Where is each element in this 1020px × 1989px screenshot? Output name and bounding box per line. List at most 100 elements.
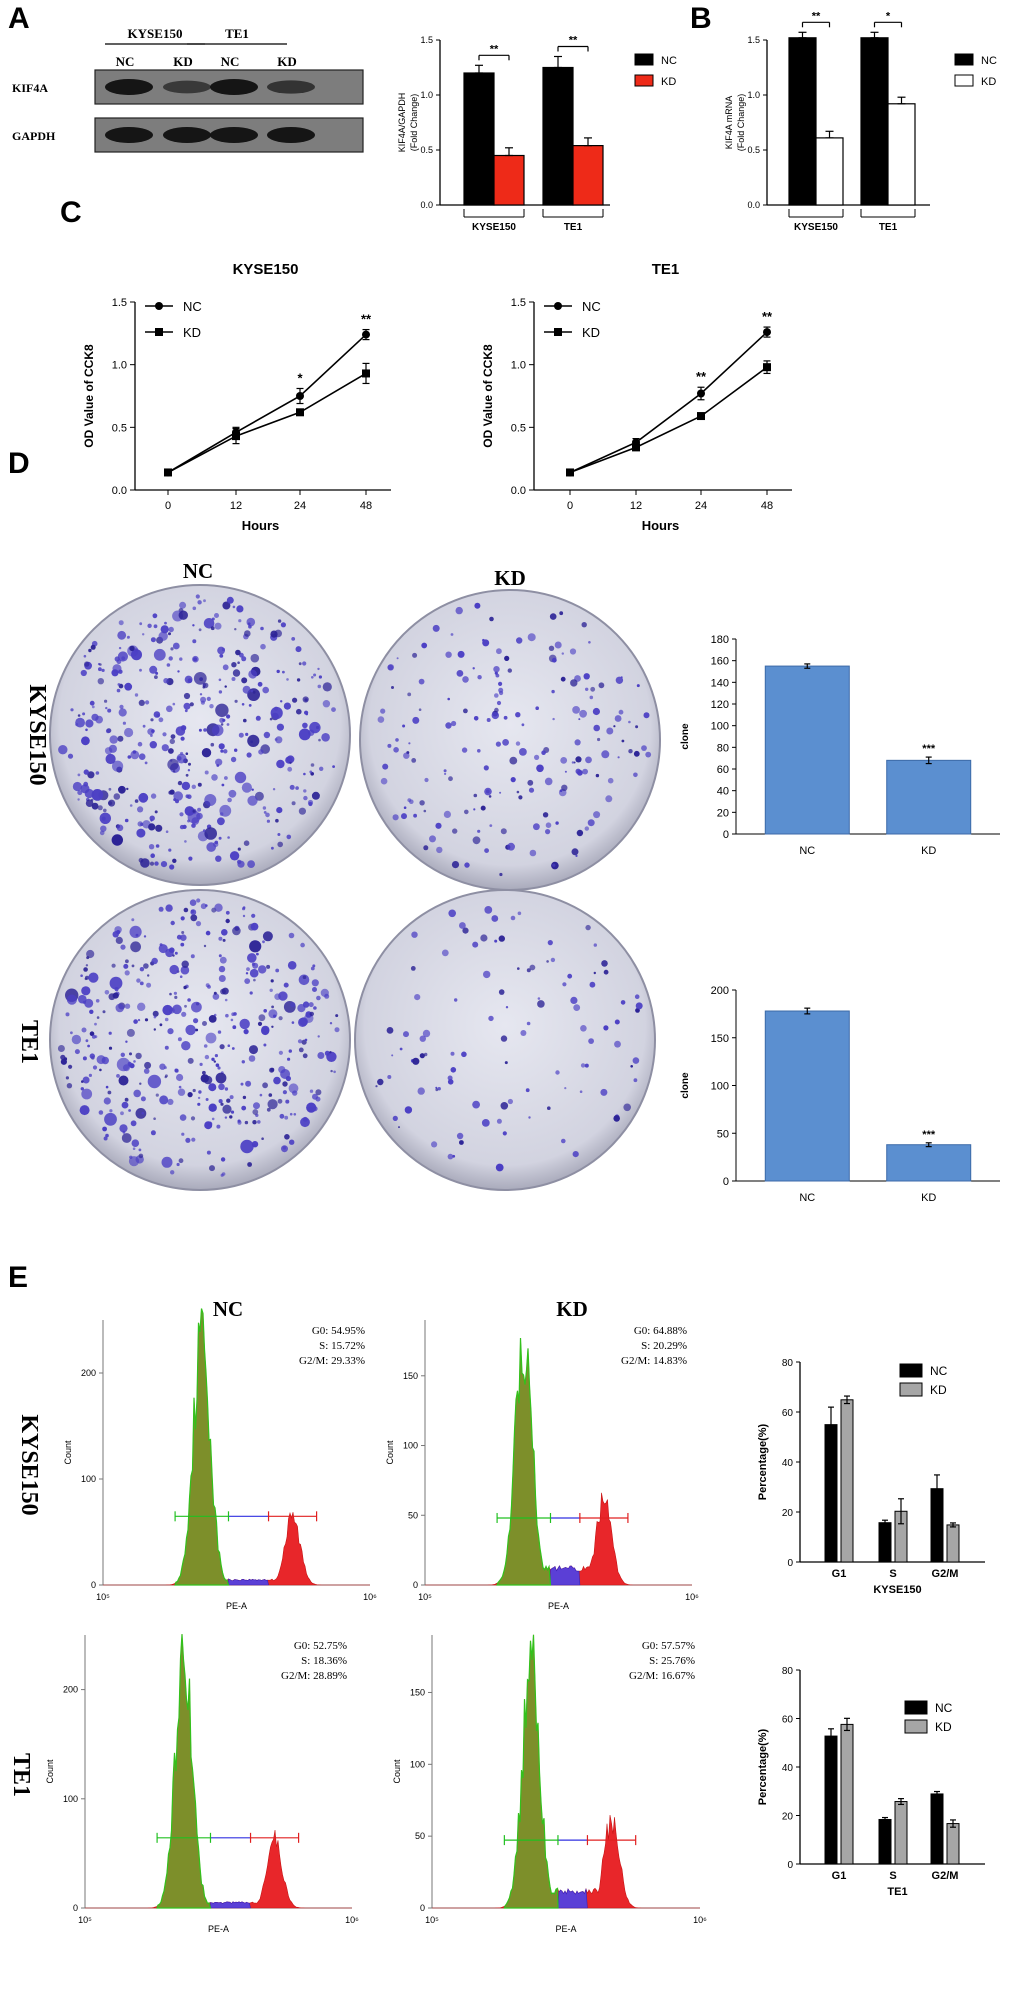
colony [120,944,126,950]
colony [572,1151,579,1158]
colony [131,1139,140,1147]
colony [170,647,174,651]
colony [158,631,168,641]
colony [115,936,123,945]
colony [443,810,451,819]
series-line-kd [167,372,367,474]
colony [534,754,540,761]
phase-g0-label: G0: 64.88% [634,1325,687,1337]
colony [92,1065,98,1070]
colony [96,1055,106,1065]
blot-row-label-kif4a: KIF4A [12,81,48,95]
colony [75,717,85,728]
y-tick-label: 0 [787,1558,793,1569]
error-bar [897,96,906,105]
colony [195,594,200,599]
colony [187,819,191,823]
phase-g0-label: G0: 54.95% [312,1325,365,1337]
colony [178,1085,182,1089]
colony [181,1132,185,1136]
error-bar [870,31,879,39]
colony [202,682,209,689]
colony [182,824,187,830]
colony [300,942,305,948]
colony [280,1069,291,1079]
legend-swatch-nc [954,53,974,66]
colony [561,1138,566,1144]
histogram-g1-phase [174,1308,230,1586]
colony [579,1090,583,1093]
colony [147,1074,162,1089]
colony [203,1044,208,1048]
colony [255,715,261,721]
colony [107,708,112,713]
colony [429,835,436,843]
colony [87,1044,90,1048]
colony [273,1076,281,1085]
colony [614,715,622,722]
colony [459,922,466,929]
colony [393,747,399,753]
group-bracket: KYSE150 [463,209,525,233]
group-bracket: TE1 [860,209,916,233]
colony [278,1050,283,1055]
colony [218,965,226,973]
y-tick-label: 150 [410,1687,425,1697]
colony [408,742,411,745]
colony [187,769,191,772]
colony [80,974,83,977]
colony [241,1060,245,1064]
legend-swatch-nc [899,1363,923,1378]
colony [137,1018,141,1022]
colony [274,738,278,741]
colony [142,633,145,636]
colony [204,1121,213,1130]
colony [231,662,237,668]
colony [499,791,502,794]
colony [89,1009,94,1014]
chart-e-cell-cycle-te1: 0 20 40 60 80 Percentage(%) TE1 G1 S G2/M NC KD [757,1666,985,1898]
colony [218,975,226,982]
colony [176,1073,184,1082]
colony [404,1106,413,1114]
error-bar [898,1498,904,1525]
colony [447,697,451,701]
colony [515,741,521,746]
colony [229,1115,233,1119]
colony [583,673,590,680]
histogram-s-phase [550,1565,581,1586]
colony [247,953,257,963]
colony [205,1098,209,1101]
colony [472,1100,480,1109]
y-axis-label: (Fold Change) [736,94,746,152]
colony [595,773,600,778]
colony [158,944,168,954]
colony [190,954,195,959]
y-tick-label: 0.5 [420,145,433,155]
colony [245,732,249,737]
colony [237,859,242,865]
colony [505,1006,509,1009]
colony [126,1028,135,1037]
colony [130,1120,137,1127]
colony [179,975,183,978]
colony [208,1103,217,1112]
colony [403,1031,409,1038]
x-tick-label: 12 [630,500,642,512]
colony [173,991,177,995]
colony [437,1087,441,1091]
y-axis-label: Count [385,1440,395,1465]
phase-g0-label: G0: 52.75% [294,1640,347,1652]
colony [154,861,159,866]
colony [197,807,202,812]
y-tick-label: 50 [408,1510,418,1520]
y-tick-label: 150 [403,1371,418,1381]
colony [198,628,202,632]
flow-histogram: 0 100 200 Count 10⁵ 10⁶ PE-A G0: 54.95% S: 15.72… [63,1308,377,1611]
y-tick-label: 80 [782,1358,794,1369]
colony [249,1045,258,1055]
x-axis-label: KYSE150 [873,1584,921,1596]
y-axis-label: Percentage(%) [757,1423,769,1500]
colony [456,1132,464,1140]
colony [241,656,247,662]
